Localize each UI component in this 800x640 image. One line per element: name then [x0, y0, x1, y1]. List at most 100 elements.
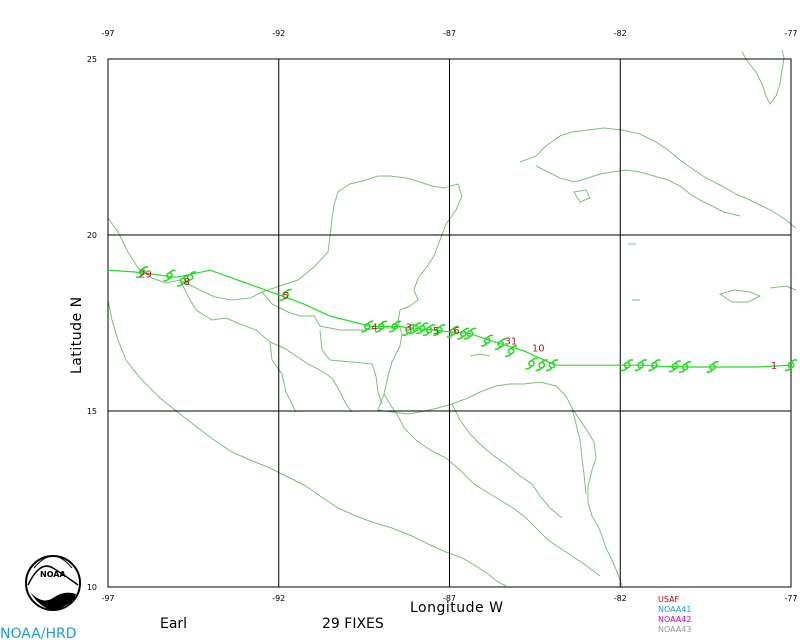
fix-arm-bottom [706, 369, 714, 374]
fix-arm-bottom [480, 342, 488, 347]
border-1 [179, 279, 353, 413]
fix-arm-bottom [678, 369, 686, 374]
fix-arm-bottom [422, 332, 430, 337]
legend-item: NOAA42 [658, 615, 692, 624]
florida [741, 49, 785, 105]
x-ticks-bottom: -97 -92 -87 -82 -77 [101, 594, 797, 603]
fix-arm-bottom [446, 333, 454, 338]
fix-arm-bottom [494, 346, 502, 351]
x-tick-label-top: -82 [614, 29, 627, 38]
hurricane-fix-icon [361, 320, 374, 333]
fix-ring [364, 323, 371, 330]
fix-arm-bottom [135, 274, 143, 279]
fix-arm-top [510, 345, 518, 350]
hurricane-fix-icon [678, 360, 692, 374]
legend-item: NOAA41 [658, 605, 692, 614]
hispaniola [769, 285, 797, 291]
fix-arm-top [500, 338, 507, 343]
x-tick-label-bottom: -77 [784, 594, 797, 603]
y-tick-label: 20 [87, 231, 97, 240]
fix-arm-top [366, 320, 374, 325]
fix-arm-top [653, 359, 661, 364]
fix-arm-bottom [415, 330, 423, 335]
fix-arm-top [626, 359, 634, 364]
hurricane-fix-icon [163, 269, 176, 282]
border-3 [319, 329, 383, 405]
fix-arm-bottom [456, 335, 464, 340]
fix-number-label: 4 [371, 323, 377, 334]
fix-ring [507, 347, 515, 355]
fix-number-label: 31 [505, 337, 518, 348]
coastlines [107, 49, 797, 587]
fix-arm-top [530, 357, 538, 362]
fix-arm-top [189, 271, 197, 276]
fix-ring [538, 361, 546, 369]
fix-arm-bottom [409, 330, 416, 335]
fix-arm-bottom [620, 367, 628, 372]
hurricane-fix-icon [504, 345, 518, 358]
org-label: NOAA/HRD [0, 626, 77, 640]
fix-arm-top [414, 322, 422, 327]
storm-name: Earl [160, 616, 187, 632]
fix-arm-bottom [361, 328, 369, 333]
hurricane-fix-icon [176, 274, 190, 287]
fix-arm-top [452, 325, 460, 330]
x-tick-label-top: -77 [784, 29, 797, 38]
fix-number-label: 1 [771, 361, 777, 372]
y-axis-title: Latitude N [69, 296, 85, 374]
y-ticks: 25 20 15 10 [87, 55, 97, 592]
x-axis-title: Longitude W [410, 600, 503, 616]
fix-arm-top [421, 322, 429, 327]
jamaica [718, 289, 762, 303]
fix-arm-bottom [634, 367, 642, 372]
fix-arm-top [380, 320, 388, 325]
x-ticks-top: -97 -92 -87 -82 -77 [101, 29, 797, 38]
hurricane-fix-icon [620, 359, 634, 372]
x-tick-label-bottom: -92 [272, 594, 285, 603]
hurricane-fix-icon [463, 327, 477, 340]
hurricane-fix-icon [402, 323, 415, 337]
mexico-coast [107, 175, 463, 311]
fix-arm-bottom [545, 367, 553, 372]
legend-item: USAF [658, 595, 680, 604]
hurricane-fix-icon [433, 323, 446, 337]
bay-islands [469, 353, 491, 357]
fix-number-label: 10 [532, 344, 545, 355]
fix-number-label: 29 [139, 270, 152, 281]
fix-arm-top [541, 359, 548, 364]
fix-arm-top [711, 360, 719, 365]
fix-number-label: 5 [433, 326, 439, 337]
hurricane-fix-icon [374, 320, 388, 333]
fix-arm-bottom [525, 365, 533, 370]
x-tick-label-top: -87 [443, 29, 456, 38]
fix-arm-bottom [374, 328, 382, 333]
hurricane-fix-icon [545, 359, 559, 372]
fix-arm-top [141, 265, 149, 270]
cuba-south [535, 165, 741, 217]
noaa-logo: NOAA [25, 555, 81, 611]
fix-arm-top [790, 359, 798, 364]
fix-arm-bottom [784, 367, 792, 372]
noaa-logo-text: NOAA [40, 570, 66, 579]
hurricane-fix-icon [135, 265, 149, 279]
fix-number-label: 5 [283, 291, 289, 302]
border-4 [269, 341, 297, 413]
fix-ring [651, 361, 658, 369]
x-tick-label-top: -92 [272, 29, 285, 38]
fix-ring [418, 324, 426, 332]
y-tick-label: 15 [87, 407, 97, 416]
fix-arm-top [684, 360, 692, 365]
fix-arm-top [285, 288, 292, 293]
hurricane-fix-icon [634, 359, 647, 372]
hurricane-fix-icon [535, 359, 548, 372]
x-tick-label-bottom: -97 [101, 594, 114, 603]
fix-labels: 29 8 5 4 3 5 6 31 10 1 [139, 270, 777, 373]
hurricane-fix-icon [422, 323, 436, 337]
fix-arm-top [438, 323, 446, 328]
hurricane-fix-icon [648, 359, 661, 372]
fix-arm-top [407, 323, 415, 328]
fix-count: 29 FIXES [322, 616, 384, 632]
graticule [108, 59, 791, 587]
border-5 [383, 393, 601, 577]
